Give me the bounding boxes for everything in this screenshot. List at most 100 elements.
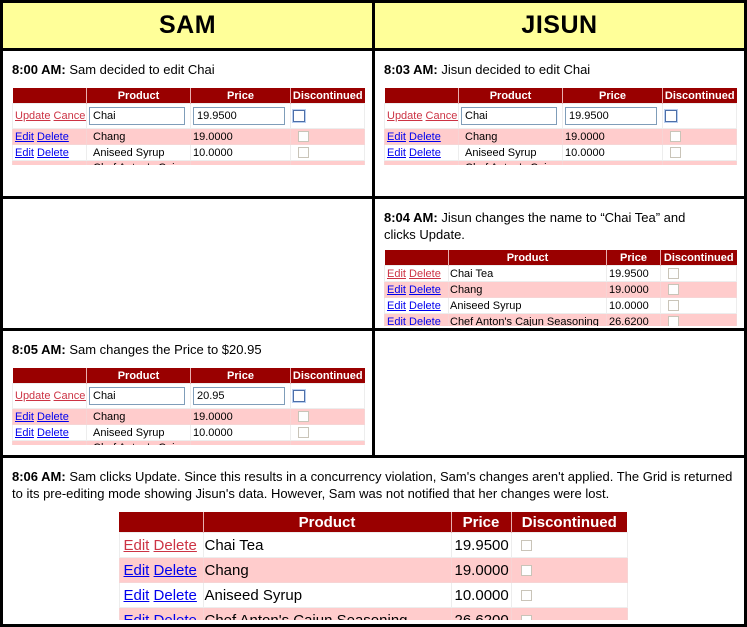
product-cell: Chef Anton's Cajun Seasoning [86,440,191,445]
product-cell: Chai Tea [448,265,607,282]
edit-link[interactable]: Edit [123,536,150,554]
product-column-header: Product [86,368,191,384]
table-row-editing: Update Cancel [12,383,365,409]
table-row: Edit Delete Aniseed Syrup 10.0000 [12,424,365,441]
delete-link[interactable]: Delete [409,283,441,296]
price-input[interactable] [193,107,286,125]
discontinued-checkbox[interactable] [293,390,305,403]
delete-link[interactable]: Delete [409,267,441,280]
delete-link[interactable]: Delete [409,146,441,159]
edit-link[interactable]: Edit [387,283,406,296]
discontinued-column-header: Discontinued [290,368,365,384]
product-input[interactable] [89,107,186,125]
discontinued-checkbox[interactable] [668,316,679,326]
grid-header-row: Product Price Discontinued [384,250,737,266]
table-row: Edit Delete Chef Anton's Cajun Seasoning… [118,607,628,621]
discontinued-checkbox[interactable] [298,427,309,439]
actions-column-header [384,250,449,266]
delete-link[interactable]: Delete [37,426,69,439]
price-cell: 10.0000 [562,144,663,161]
table-row: Edit Delete Chef Anton's Cajun Seasoning… [384,160,737,165]
discontinued-checkbox[interactable] [298,411,309,423]
table-row: Edit Delete Chang 19.0000 [118,557,628,583]
delete-link[interactable]: Delete [153,561,197,579]
product-cell: Chef Anton's Cajun Seasoning [448,313,607,326]
price-cell: 10.0000 [190,424,291,441]
grid-header-row: Product Price Discontinued [384,88,737,104]
discontinued-checkbox[interactable] [668,300,679,312]
discontinued-checkbox[interactable] [298,131,309,143]
edit-link[interactable]: Edit [387,130,406,143]
table-row: Edit Delete Chai Tea 19.9500 [118,532,628,558]
grid-header-row: Product Price Discontinued [12,88,365,104]
event-time: 8:00 AM: [12,62,66,77]
discontinued-checkbox[interactable] [670,147,681,159]
edit-link[interactable]: Edit [123,586,150,604]
product-cell: Chang [86,408,191,425]
delete-link[interactable]: Delete [37,130,69,143]
discontinued-checkbox[interactable] [298,147,309,159]
edit-link[interactable]: Edit [387,315,406,327]
edit-link[interactable]: Edit [123,611,150,621]
cancel-link[interactable]: Cancel [425,110,459,122]
update-link[interactable]: Update [15,390,51,402]
discontinued-checkbox[interactable] [520,590,532,602]
price-column-header: Price [450,512,511,533]
discontinued-checkbox[interactable] [665,110,677,123]
product-input[interactable] [89,387,186,405]
edit-link[interactable]: Edit [387,267,406,280]
discontinued-column-header: Discontinued [510,512,627,533]
product-column-header: Product [448,250,607,266]
table-row-editing: Update Cancel [384,103,737,129]
products-grid-jisun-804: Product Price Discontinued Edit Delete C… [384,250,737,326]
grid-clip: Product Price Discontinued Update Cancel… [12,88,365,165]
panel-jisun-803: 8:03 AM: Jisun decided to edit Chai Prod… [375,51,744,196]
edit-link[interactable]: Edit [387,146,406,159]
delete-link[interactable]: Delete [409,315,441,327]
product-input[interactable] [461,107,558,125]
edit-link[interactable]: Edit [15,146,34,159]
discontinued-checkbox[interactable] [670,131,681,143]
edit-link[interactable]: Edit [15,426,34,439]
discontinued-checkbox[interactable] [520,615,532,620]
table-row: Edit Delete Chef Anton's Cajun Seasoning… [12,440,365,445]
edit-link[interactable]: Edit [15,410,34,423]
panel-sam-806: 8:06 AM: Sam clicks Update. Since this r… [3,458,744,624]
delete-link[interactable]: Delete [409,130,441,143]
event-text: Jisun decided to edit Chai [441,62,591,77]
price-cell: 19.0000 [190,408,291,425]
grid-header-row: Product Price Discontinued [119,512,627,533]
delete-link[interactable]: Delete [37,146,69,159]
products-grid-sam-806: Product Price Discontinued Edit Delete C… [118,512,628,621]
edit-link[interactable]: Edit [123,561,150,579]
delete-link[interactable]: Delete [153,536,197,554]
delete-link[interactable]: Delete [37,410,69,423]
panel-sam-800: 8:00 AM: Sam decided to edit Chai Produc… [3,51,372,196]
discontinued-checkbox[interactable] [668,268,679,280]
products-grid-sam-805: Product Price Discontinued Update Cancel… [12,368,365,445]
product-cell: Aniseed Syrup [448,297,607,314]
discontinued-checkbox[interactable] [293,110,305,123]
discontinued-checkbox[interactable] [520,565,532,577]
product-cell: Chang [448,281,607,298]
edit-link[interactable]: Edit [387,299,406,312]
product-column-header: Product [458,88,563,104]
price-cell: 10.0000 [606,297,661,314]
delete-link[interactable]: Delete [409,299,441,312]
edit-link[interactable]: Edit [15,130,34,143]
delete-link[interactable]: Delete [153,586,197,604]
cancel-link[interactable]: Cancel [53,390,87,402]
delete-link[interactable]: Delete [153,611,197,621]
discontinued-checkbox[interactable] [520,540,532,552]
update-link[interactable]: Update [15,110,51,122]
discontinued-checkbox[interactable] [668,284,679,296]
price-input[interactable] [565,107,658,125]
cancel-link[interactable]: Cancel [53,110,87,122]
table-row: Edit Delete Chef Anton's Cajun Seasoning… [12,160,365,165]
product-column-header: Product [86,88,191,104]
update-link[interactable]: Update [387,110,423,122]
event-time: 8:05 AM: [12,342,66,357]
price-input[interactable] [193,387,286,405]
event-caption: 8:00 AM: Sam decided to edit Chai [12,61,364,78]
